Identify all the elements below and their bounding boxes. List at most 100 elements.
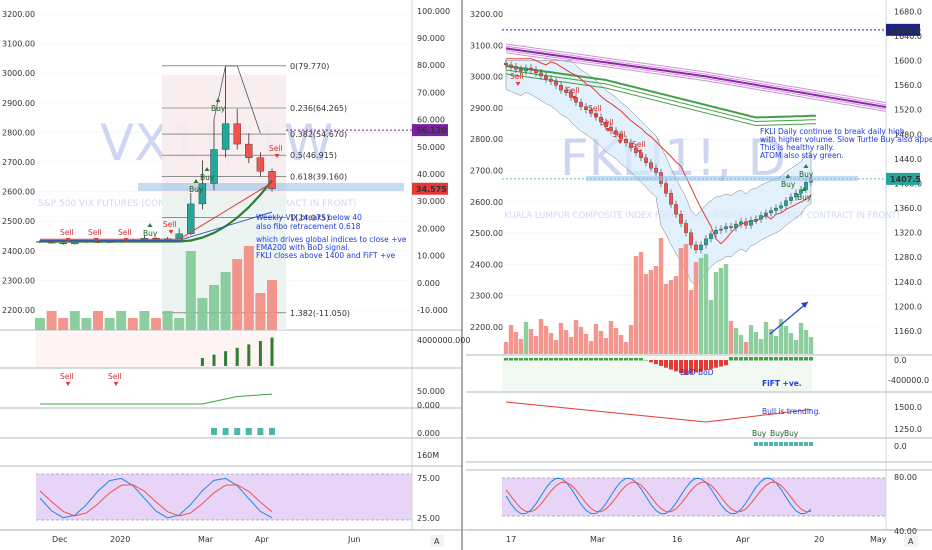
right-candle-37 [689, 232, 693, 246]
left-volume-bar-0 [35, 318, 45, 330]
right-pane4-bar-52 [764, 442, 768, 446]
left-ema-green [40, 179, 273, 243]
right-volume-bar-59 [798, 323, 804, 354]
left-pane2-bg [36, 331, 276, 367]
right-volume-bar-40 [703, 254, 709, 354]
left-price-tag-purple: 56.130 [416, 126, 447, 135]
left-p3-sell-2: Sell [108, 372, 122, 381]
right-pane2-bar-16 [584, 358, 588, 361]
right-pane2-bar-33 [669, 360, 673, 370]
right-sell-5: Sell [632, 140, 646, 149]
right-candle-19 [599, 116, 603, 123]
right-annotation-line-0: FKLI Daily continue to break daily high [760, 127, 905, 136]
right-candle-22 [614, 130, 618, 135]
left-buy-1: Buy [143, 229, 158, 238]
left-pane4-tick: 0.000 [417, 429, 440, 438]
right-axis-tick-3: 2900.00 [470, 104, 503, 113]
left-candle-16 [221, 123, 230, 150]
right-volume-bar-49 [748, 325, 754, 354]
right-pane2-bar-51 [759, 357, 763, 361]
right-trend-arrow [769, 301, 809, 335]
right-candle-14 [574, 97, 578, 103]
right-pane2-bar-19 [599, 358, 603, 361]
left-axis-tick-10: 2200.00 [2, 306, 35, 315]
right-pane2-bar-18 [594, 358, 598, 361]
right-volume-bar-47 [738, 335, 744, 354]
right-candle-50 [754, 218, 758, 221]
left-right-axis-tick-6: 40.000 [417, 170, 445, 179]
right-pane2-bar-17 [589, 358, 593, 361]
right-pane2-bar-54 [774, 357, 778, 361]
right-sell-0-arrow [515, 82, 521, 86]
right-candle-43 [719, 228, 723, 231]
left-candle-2 [59, 242, 67, 245]
left-x-label-1: 2020 [110, 535, 130, 544]
right-candle-54 [774, 207, 778, 211]
right-volume-bar-56 [783, 326, 789, 354]
right-candle-29 [649, 162, 653, 169]
right-volume-bar-48 [743, 342, 749, 354]
right-pane2-bar-32 [664, 360, 668, 368]
left-volume-bar-4 [81, 318, 92, 330]
right-right-axis-tick-9: 1320.0 [894, 229, 922, 238]
right-axis-tick-5: 2700.00 [470, 167, 503, 176]
right-x-label-1: Mar [590, 535, 606, 544]
right-candle-48 [744, 221, 748, 226]
left-sell-1-arrow [65, 238, 71, 242]
left-price-tag-red-box [412, 182, 448, 195]
right-candle-35 [679, 214, 683, 224]
right-volume-bar-39 [698, 258, 704, 354]
left-buy-4-arrow [193, 179, 199, 183]
right-pane2-bar-44 [724, 360, 728, 366]
right-candle-34 [674, 204, 678, 215]
right-purple-ma-4 [505, 52, 887, 112]
left-axis-tick-8: 2400.00 [2, 247, 35, 256]
right-axis-tick-0: 3200.00 [470, 10, 503, 19]
left-pane3-tick-2: 0.000 [417, 401, 440, 410]
right-volume-bar-27 [638, 252, 644, 354]
left-stoch-tick-0: 75.00 [417, 474, 440, 483]
right-volume-bar-13 [568, 337, 574, 354]
right-candle-52 [764, 212, 768, 216]
right-volume-bar-34 [673, 276, 679, 354]
left-candle-15 [210, 149, 218, 184]
right-pane2-bar-49 [749, 357, 753, 361]
right-pane2-bar-9 [549, 358, 553, 361]
right-pane2-bar-15 [579, 358, 583, 361]
right-purple-ma-0 [505, 43, 887, 104]
right-pane4-bar-61 [809, 442, 813, 446]
left-volume-bar-16 [220, 272, 231, 330]
right-candle-45 [729, 226, 733, 228]
right-pane2-bar-57 [789, 357, 793, 361]
right-pane4-bar-59 [799, 442, 803, 446]
right-volume-bar-19 [598, 331, 604, 354]
left-fib-label-2: 0.382(54.670) [290, 130, 347, 139]
left-axis-tick-7: 2500.00 [2, 217, 35, 226]
right-volume-bar-35 [678, 248, 684, 354]
left-right-axis-tick-11: -10.000 [417, 306, 448, 315]
right-candle-56 [784, 200, 788, 206]
right-volume-bar-26 [633, 256, 639, 354]
right-candle-41 [709, 233, 713, 239]
right-candle-55 [779, 205, 783, 209]
right-axis-tick-7: 2500.00 [470, 229, 503, 238]
right-pane4-bar-57 [789, 442, 793, 446]
right-pane3-line [505, 401, 812, 423]
right-pane2-bar-24 [624, 358, 628, 361]
right-pane3-tick-1: 1250.0 [894, 425, 922, 434]
left-annotation-line-3: EMA200 with BoD signal. [256, 243, 350, 252]
left-buy-2: Buy [211, 104, 226, 113]
left-pane2-bar-14 [200, 358, 204, 366]
right-right-axis-tick-11: 1240.0 [894, 278, 922, 287]
right-price-tag-top-box [886, 23, 920, 36]
right-volume-bar-53 [768, 329, 774, 354]
left-volume-bar-1 [46, 311, 57, 330]
right-sell-0: Sell [510, 72, 524, 81]
right-volume-bar-36 [683, 244, 689, 354]
right-x-label-2: 16 [672, 535, 682, 544]
left-volume-bar-11 [162, 311, 173, 330]
left-price-tag-red: 34.575 [416, 185, 447, 194]
left-annotation-line-2: which drives global indices to close +ve [256, 235, 407, 244]
right-pane2-bar-52 [764, 357, 768, 361]
right-pane2-bar-14 [574, 358, 578, 361]
